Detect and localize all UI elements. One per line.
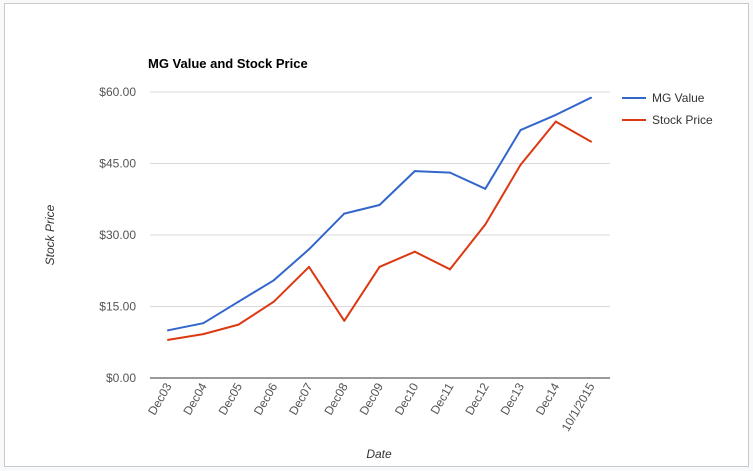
- data-point: [554, 120, 557, 123]
- data-point: [484, 223, 487, 226]
- y-tick-label: $60.00: [99, 85, 136, 99]
- chart-title: MG Value and Stock Price: [148, 56, 308, 71]
- data-point: [449, 171, 451, 174]
- y-tick-label: $45.00: [99, 157, 136, 171]
- x-axis-title: Date: [366, 447, 392, 461]
- data-point: [449, 268, 451, 271]
- x-axis-ticks: Dec03 Dec04 Dec05 Dec06 Dec07 Dec08 Dec09 Dec10…: [145, 380, 598, 434]
- x-tick-label: 10/1/2015: [559, 380, 598, 434]
- data-point: [308, 265, 310, 268]
- x-tick-label: Dec12: [462, 380, 492, 417]
- y-tick-label: $15.00: [99, 300, 136, 314]
- x-tick-label: Dec04: [180, 380, 210, 417]
- legend-label: Stock Price: [652, 113, 713, 127]
- x-tick-label: Dec13: [498, 380, 528, 417]
- data-point: [378, 265, 381, 268]
- gridlines: [150, 91, 610, 307]
- data-point: [519, 129, 522, 132]
- x-tick-label: Dec11: [428, 380, 457, 417]
- x-tick-label: Dec10: [392, 380, 422, 417]
- data-point: [202, 322, 205, 325]
- data-point: [590, 96, 592, 99]
- data-point: [343, 319, 346, 322]
- data-point: [167, 338, 169, 341]
- data-point: [378, 203, 381, 206]
- legend-label: MG Value: [652, 91, 705, 105]
- data-point: [272, 279, 275, 282]
- x-tick-label: Dec06: [251, 380, 281, 417]
- x-tick-label: Dec08: [321, 380, 351, 417]
- x-tick-label: Dec05: [216, 380, 246, 417]
- y-axis-ticks: $0.00 $15.00 $30.00 $45.00 $60.00: [99, 85, 136, 385]
- y-tick-label: $30.00: [99, 228, 136, 242]
- data-point: [167, 329, 169, 332]
- series-line: [167, 96, 592, 332]
- x-tick-label: Dec14: [533, 380, 563, 417]
- legend[interactable]: MG Value Stock Price: [622, 91, 713, 127]
- x-tick-label: Dec09: [357, 380, 387, 417]
- data-point: [590, 140, 592, 143]
- data-point: [237, 300, 240, 303]
- data-point: [202, 333, 205, 336]
- data-point: [413, 170, 416, 173]
- x-tick-label: Dec07: [286, 380, 316, 417]
- data-point: [237, 323, 240, 326]
- data-point: [272, 300, 275, 303]
- data-point: [308, 248, 310, 251]
- data-point: [554, 113, 557, 116]
- y-axis-title: Stock Price: [43, 204, 57, 265]
- y-tick-label: $0.00: [106, 371, 136, 385]
- data-point: [484, 187, 487, 190]
- series-lines: [167, 96, 592, 341]
- x-tick-label: Dec03: [145, 380, 175, 417]
- data-point: [519, 163, 522, 166]
- data-point: [413, 250, 416, 253]
- data-point: [343, 212, 346, 215]
